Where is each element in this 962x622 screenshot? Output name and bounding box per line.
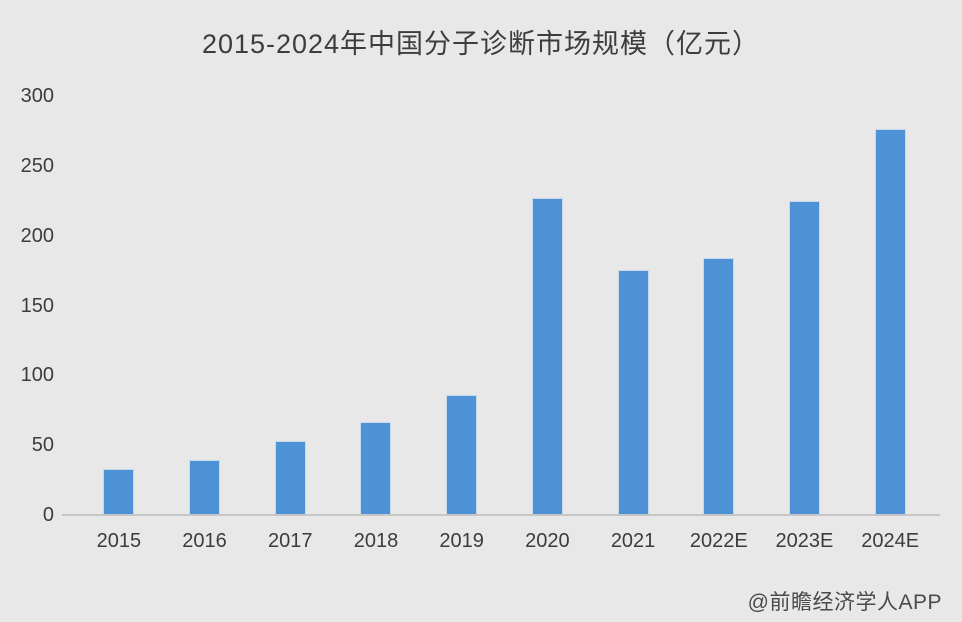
bar-slot [162, 96, 248, 515]
plot-area: 0 50 100 150 200 250 300 2015 2016 2017 2018 2019 2… [0, 86, 962, 552]
chart-title: 2015-2024年中国分子诊断市场规模（亿元） [201, 29, 761, 59]
y-tick-label: 150 [20, 294, 54, 317]
x-tick-label: 2021 [610, 530, 656, 552]
bar-slot [676, 96, 762, 515]
x-axis-line [62, 514, 940, 516]
x-tick-label: 2015 [96, 530, 142, 552]
bar-slot [505, 96, 591, 515]
bar-slot [333, 96, 419, 515]
bar-2015 [104, 470, 134, 515]
x-axis: 2015 2016 2017 2018 2019 2020 2021 2022E 2023E 20… [76, 529, 933, 553]
bar-2021 [618, 270, 648, 515]
bar-slot [762, 96, 848, 515]
bar-2018 [361, 422, 391, 515]
bar-2017 [275, 442, 305, 515]
bar-slot [76, 96, 162, 515]
x-tick-label: 2024E [861, 530, 920, 552]
y-tick-label: 300 [20, 85, 54, 107]
y-tick-label: 250 [20, 154, 54, 177]
bar-slot [419, 96, 505, 515]
y-tick-label: 0 [42, 504, 54, 526]
y-axis: 0 50 100 150 200 250 300 [0, 86, 54, 525]
bar-2022E [704, 259, 734, 515]
bar-slot [590, 96, 676, 515]
bar-2023E [789, 202, 819, 515]
y-tick-label: 50 [31, 434, 54, 457]
bar-2024E [875, 129, 905, 515]
x-tick-label: 2022E [689, 530, 748, 552]
x-tick-label: 2019 [439, 530, 484, 552]
bar-2019 [447, 396, 477, 515]
x-tick-label: 2023E [775, 530, 834, 552]
y-tick-label: 100 [20, 364, 54, 387]
x-tick-label: 2018 [353, 530, 399, 552]
x-tick-label: 2017 [268, 530, 313, 552]
watermark: @前瞻经济学人APP [747, 591, 942, 614]
bar-slot [247, 96, 333, 515]
bar-2016 [190, 460, 220, 515]
bar-slot [847, 96, 933, 515]
bar-2020 [532, 199, 562, 515]
y-tick-label: 200 [20, 224, 54, 247]
bar-series [76, 96, 933, 515]
x-tick-label: 2020 [525, 530, 570, 552]
x-tick-label: 2016 [182, 530, 227, 552]
